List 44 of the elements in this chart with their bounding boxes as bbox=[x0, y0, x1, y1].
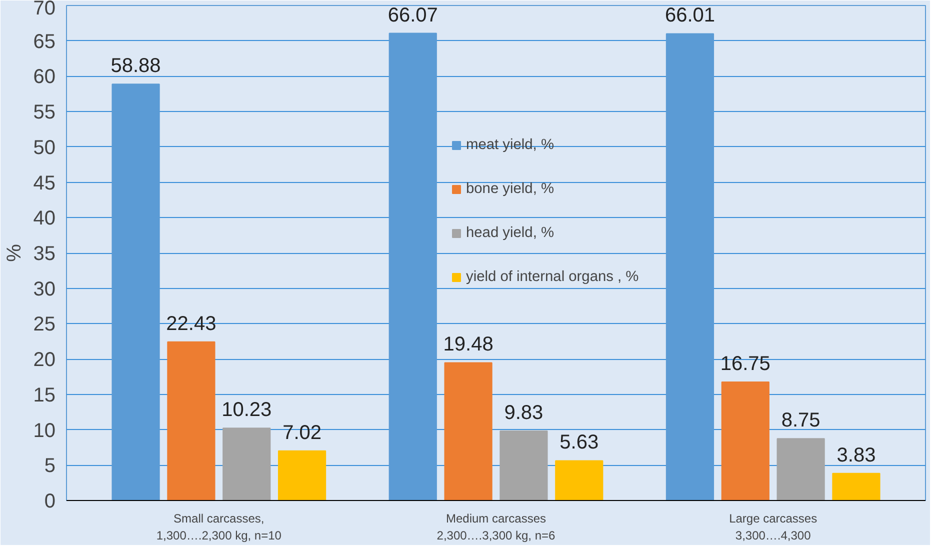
y-tick-label: 50 bbox=[33, 136, 56, 159]
data-label: 16.75 bbox=[720, 353, 770, 376]
bar bbox=[500, 430, 548, 500]
y-tick-label: 65 bbox=[33, 30, 56, 53]
y-tick-label: 25 bbox=[33, 314, 56, 336]
y-tick-label: 15 bbox=[33, 384, 56, 406]
bar bbox=[832, 472, 880, 500]
bar bbox=[444, 362, 492, 500]
bar bbox=[222, 428, 271, 500]
y-tick-label: 10 bbox=[33, 420, 56, 442]
y-tick-label: 30 bbox=[33, 278, 56, 300]
bar bbox=[555, 460, 604, 500]
bar bbox=[167, 341, 216, 500]
y-axis-title: % bbox=[3, 244, 26, 262]
bar bbox=[776, 438, 825, 500]
y-tick-label: 5 bbox=[44, 455, 56, 478]
data-label: 8.75 bbox=[781, 410, 820, 432]
y-tick-label: 70 bbox=[33, 0, 56, 20]
data-label: 10.23 bbox=[222, 399, 272, 422]
y-tick-label: 60 bbox=[33, 66, 56, 88]
y-tick-label: 40 bbox=[33, 208, 56, 230]
bar bbox=[666, 33, 714, 500]
data-label: 66.01 bbox=[664, 4, 716, 27]
bar bbox=[721, 382, 770, 500]
x-tick-label: Medium carcasses 2,300….3,300 kg, n=6 bbox=[436, 512, 556, 542]
y-tick-label: 20 bbox=[33, 349, 56, 372]
y-tick-label: 35 bbox=[33, 243, 56, 265]
x-tick-label: Large carcasses 3,300….4,300 bbox=[729, 512, 818, 542]
bar bbox=[112, 84, 160, 500]
data-label: 3.83 bbox=[836, 444, 876, 466]
legend-label: bone yield, % bbox=[466, 181, 554, 197]
y-tick-label: 0 bbox=[44, 490, 56, 512]
y-tick-label: 55 bbox=[33, 102, 56, 124]
legend-label: yield of internal organs , % bbox=[466, 269, 639, 285]
bar bbox=[388, 32, 437, 500]
data-label: 66.07 bbox=[388, 4, 438, 26]
data-label: 19.48 bbox=[443, 334, 494, 356]
data-label: 58.88 bbox=[110, 55, 161, 78]
x-tick-label: Small carcasses, 1,300….2,300 kg, n=10 bbox=[156, 512, 282, 542]
data-label: 5.63 bbox=[560, 432, 599, 454]
data-label: 9.83 bbox=[504, 402, 544, 424]
bar bbox=[278, 450, 326, 500]
legend-label: head yield, % bbox=[466, 225, 554, 241]
y-tick-label: 45 bbox=[33, 172, 56, 194]
